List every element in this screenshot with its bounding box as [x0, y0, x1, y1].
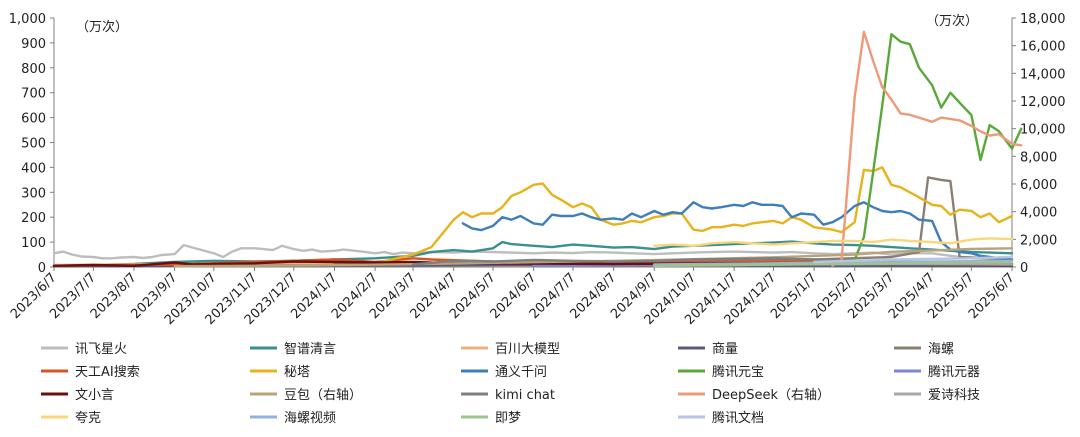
y-right-tick-label: 2,000: [1020, 233, 1057, 248]
y-right-tick-label: 10,000: [1020, 123, 1066, 138]
legend-entry: 商量: [678, 342, 738, 357]
legend-entry: 秘塔: [250, 365, 310, 380]
legend-label: 通义千问: [495, 365, 547, 380]
legend-label: kimi chat: [495, 388, 555, 403]
legend-entry: 腾讯元器: [894, 364, 980, 380]
series-line-13: [831, 30, 1023, 267]
y-right-tick-label: 12,000: [1020, 95, 1066, 110]
legend-label: 海螺: [928, 342, 954, 357]
chart-series-lines: [52, 30, 1023, 268]
right-axis-unit: （万次）: [926, 13, 978, 29]
y-left-tick-label: 100: [21, 236, 46, 251]
legend-entry: 海螺视频: [250, 411, 336, 426]
legend-label: 豆包（右轴）: [284, 388, 362, 403]
legend-label: 夸克: [75, 411, 101, 426]
chart-axes: 0 100 200 300 400 500 600 700 800 900 1,000 0 2,000 4…: [8, 12, 1066, 328]
series-line-16: [653, 259, 1014, 266]
legend-label: 天工AI搜索: [75, 365, 140, 380]
legend-entry: kimi chat: [461, 388, 555, 403]
legend-label: 商量: [712, 342, 738, 357]
y-left-tick-label: 300: [21, 186, 46, 201]
series-line-6: [373, 166, 1014, 265]
y-left-tick-label: 1,000: [9, 12, 46, 27]
legend-entry: 讯飞星火: [41, 342, 127, 357]
legend-label: 腾讯元器: [928, 364, 980, 380]
legend-label: 讯飞星火: [75, 342, 127, 357]
y-right-tick-label: 16,000: [1020, 40, 1066, 55]
legend-label: DeepSeek（右轴）: [712, 388, 830, 403]
y-left-tick-label: 0: [38, 261, 46, 276]
legend-entry: 夸克: [41, 411, 101, 426]
legend-entry: 腾讯文档: [678, 410, 764, 426]
y-right-tick-label: 18,000: [1020, 12, 1066, 27]
legend-label: 文小言: [75, 388, 114, 403]
legend-entry: 腾讯元宝: [678, 364, 764, 380]
legend-entry: DeepSeek（右轴）: [678, 388, 830, 403]
series-line-17: [653, 260, 1014, 267]
y-left-tick-label: 700: [21, 87, 46, 102]
series-line-18: [812, 255, 1014, 264]
y-left-tick-label: 500: [21, 137, 46, 152]
left-axis-unit: （万次）: [76, 19, 128, 35]
legend-label: 智谱清言: [284, 342, 336, 357]
y-left-tick-label: 200: [21, 211, 46, 226]
y-left-tick-label: 900: [21, 37, 46, 52]
y-right-tick-label: 4,000: [1020, 206, 1057, 221]
y-right-tick-label: 8,000: [1020, 150, 1057, 165]
y-left-tick-label: 800: [21, 62, 46, 77]
legend-label: 秘塔: [284, 365, 310, 380]
legend-label: 爱诗科技: [928, 388, 980, 403]
legend-label: 百川大模型: [495, 342, 560, 357]
legend-entry: 豆包（右轴）: [250, 388, 362, 403]
legend-entry: 即梦: [461, 411, 521, 426]
legend-label: 腾讯元宝: [712, 364, 764, 380]
series-line-0: [52, 243, 1014, 261]
legend-entry: 通义千问: [461, 365, 547, 380]
legend-entry: 爱诗科技: [894, 388, 980, 403]
legend-label: 即梦: [495, 411, 521, 426]
legend-label: 腾讯文档: [712, 410, 764, 426]
y-right-tick-label: 0: [1020, 261, 1028, 276]
y-right-tick-label: 14,000: [1020, 67, 1066, 82]
series-line-15: [653, 237, 1014, 248]
legend-label: 海螺视频: [284, 411, 336, 426]
legend-entry: 智谱清言: [250, 342, 336, 357]
series-line-8: [853, 33, 1023, 261]
y-left-tick-label: 600: [21, 112, 46, 127]
legend-entry: 百川大模型: [461, 342, 560, 357]
series-line-7: [461, 201, 1014, 261]
legend-entry: 海螺: [894, 342, 954, 357]
y-left-tick-label: 400: [21, 161, 46, 176]
legend-entry: 天工AI搜索: [41, 365, 140, 380]
legend-entry: 文小言: [41, 388, 114, 403]
y-right-tick-label: 6,000: [1020, 178, 1057, 193]
